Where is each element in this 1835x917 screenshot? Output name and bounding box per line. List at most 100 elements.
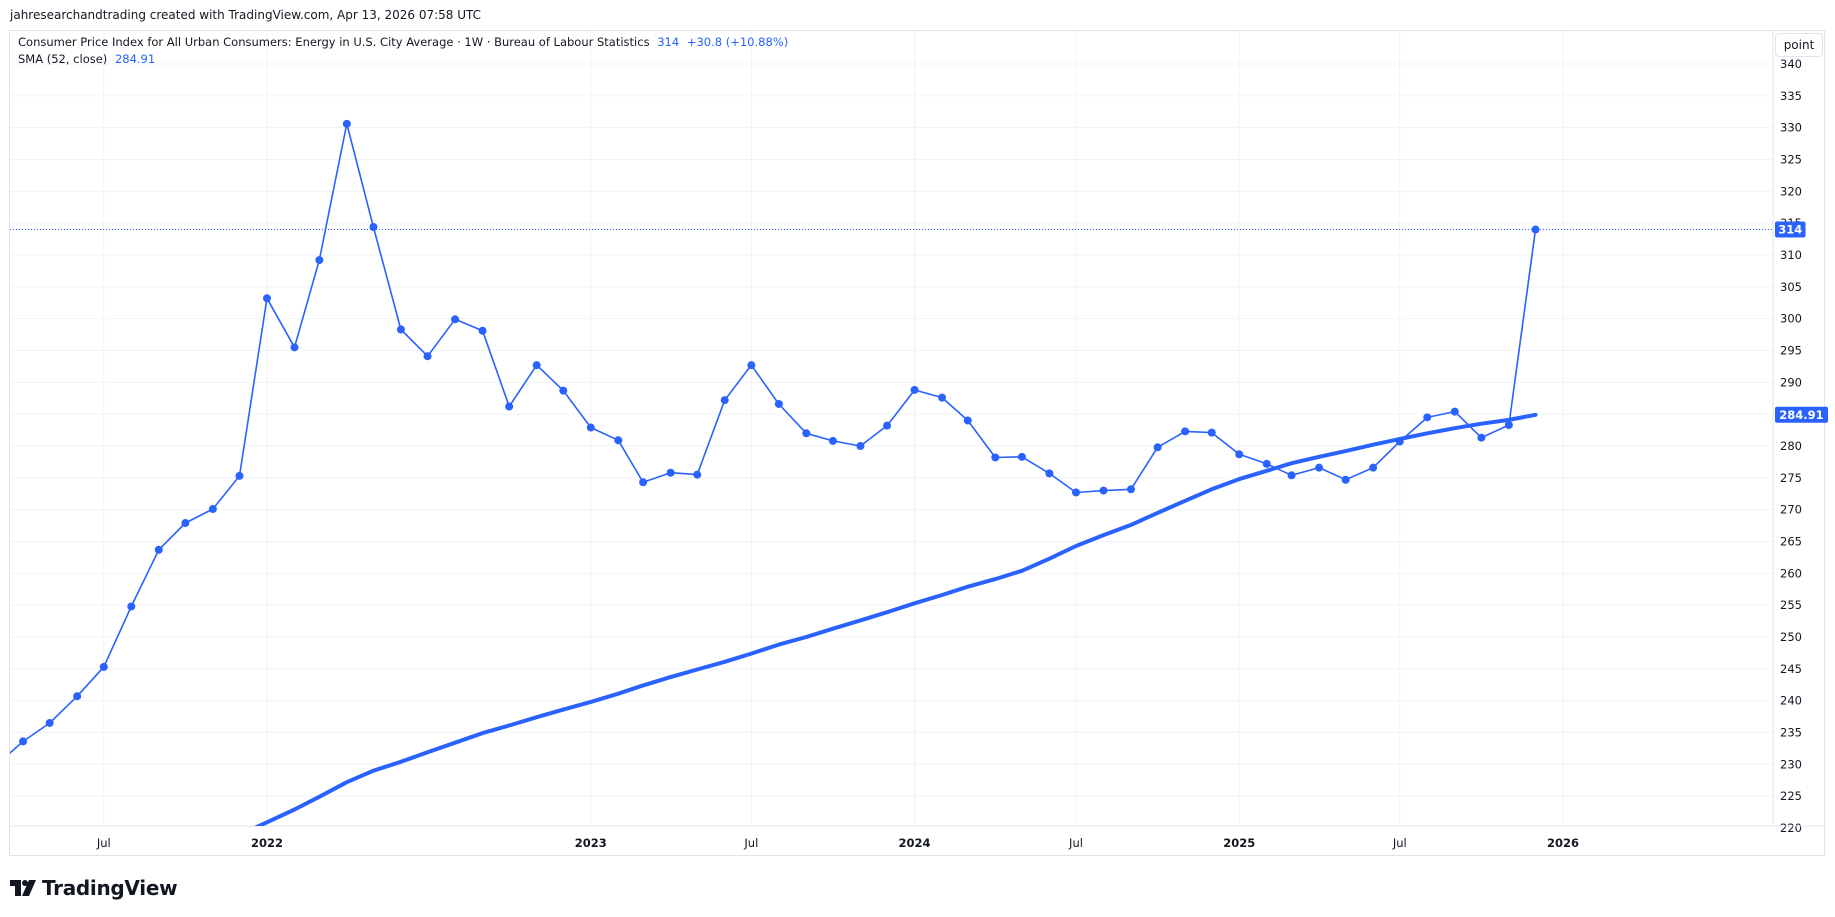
last-price-label-bg: [1775, 221, 1806, 238]
series-last-value: 314: [657, 35, 680, 49]
y-tick-label: 325: [1780, 153, 1802, 167]
data-point: [1369, 463, 1378, 472]
y-tick-label: 300: [1780, 312, 1802, 326]
y-tick-label: 235: [1780, 726, 1802, 740]
data-point: [45, 718, 54, 727]
y-tick-label: 280: [1780, 439, 1802, 453]
data-point: [1450, 407, 1459, 416]
data-point: [1045, 469, 1054, 478]
y-tick-label: 240: [1780, 694, 1802, 708]
data-point: [1099, 486, 1108, 495]
data-point: [828, 436, 837, 445]
data-point: [290, 343, 299, 352]
y-tick-label: 320: [1780, 184, 1802, 198]
data-point: [532, 361, 541, 370]
y-tick-label: 305: [1780, 280, 1802, 294]
x-tick-label: Jul: [96, 836, 111, 850]
data-point: [1395, 437, 1404, 446]
data-point: [342, 119, 351, 128]
data-point: [1504, 420, 1513, 429]
y-tick-label: 330: [1780, 121, 1802, 135]
sma-label: SMA (52, close): [18, 52, 108, 66]
data-point: [963, 416, 972, 425]
tradingview-logo-icon: [10, 880, 36, 896]
x-tick-label: 2024: [899, 836, 931, 850]
series-change: +30.8 (+10.88%): [686, 35, 789, 49]
data-point: [208, 505, 217, 514]
data-point: [639, 478, 648, 487]
sma-price-label-bg: [1775, 406, 1828, 423]
data-point: [73, 692, 82, 701]
data-point: [1315, 463, 1324, 472]
data-point: [1072, 488, 1081, 497]
data-point: [423, 352, 432, 361]
last-price-label: 314: [1775, 221, 1806, 238]
data-point: [774, 399, 783, 408]
data-point: [1262, 459, 1271, 468]
x-tick-label: 2025: [1223, 836, 1255, 850]
y-tick-label: 245: [1780, 662, 1802, 676]
series-title: Consumer Price Index for All Urban Consu…: [18, 35, 650, 49]
x-tick-label: Jul: [743, 836, 758, 850]
data-point: [720, 396, 729, 405]
data-point: [559, 386, 568, 395]
data-point: [991, 453, 1000, 462]
y-tick-label: 310: [1780, 248, 1802, 262]
x-tick-label: 2026: [1547, 836, 1579, 850]
tradingview-logo[interactable]: TradingView: [10, 876, 178, 900]
data-point: [478, 326, 487, 335]
y-tick-label: 250: [1780, 630, 1802, 644]
sma-value: 284.91: [114, 52, 156, 66]
y-tick-label: 290: [1780, 375, 1802, 389]
data-point: [181, 519, 190, 528]
y-tick-label: 275: [1780, 471, 1802, 485]
y-tick-label: 230: [1780, 757, 1802, 771]
chart-pane[interactable]: [9, 30, 1825, 856]
data-point: [451, 315, 460, 324]
data-point: [938, 393, 947, 402]
data-point: [1235, 450, 1244, 459]
x-tick-label: 2023: [575, 836, 607, 850]
data-point: [1287, 471, 1296, 480]
data-point: [910, 385, 919, 394]
data-point: [1127, 485, 1135, 494]
data-point: [127, 602, 136, 611]
series-legend[interactable]: Consumer Price Index for All Urban Consu…: [18, 35, 792, 49]
sma-price-label-text: 284.91: [1779, 408, 1823, 422]
data-point: [154, 545, 163, 554]
data-point: [505, 402, 514, 411]
data-point: [586, 423, 595, 432]
tradingview-brand: TradingView: [42, 876, 178, 900]
sma-line: [254, 412, 1538, 826]
scale-mode-button[interactable]: point: [1775, 33, 1823, 57]
data-point: [1153, 443, 1162, 452]
data-point: [263, 294, 271, 303]
data-point: [1477, 433, 1486, 442]
y-tick-label: 225: [1780, 789, 1802, 803]
data-point: [693, 470, 702, 479]
x-tick-label: Jul: [1068, 836, 1083, 850]
y-tick-label: 340: [1780, 57, 1802, 71]
y-tick-label: 270: [1780, 503, 1802, 517]
data-point: [396, 325, 405, 334]
data-point: [1017, 452, 1026, 461]
sma-price-label: 284.91: [1775, 406, 1828, 423]
data-point: [1531, 225, 1540, 234]
data-point: [1207, 428, 1216, 437]
y-tick-label: 255: [1780, 598, 1802, 612]
data-point: [1181, 427, 1190, 436]
data-point: [19, 737, 28, 746]
data-point: [315, 256, 324, 265]
x-tick-label: Jul: [1392, 836, 1407, 850]
data-point: [856, 442, 865, 450]
y-tick-label: 335: [1780, 89, 1802, 103]
cpi-energy-line: [10, 123, 1537, 754]
last-price-label-text: 314: [1778, 223, 1802, 237]
data-point: [666, 468, 675, 477]
data-point: [883, 421, 892, 430]
x-tick-label: 2022: [251, 836, 283, 850]
data-point: [1423, 413, 1432, 422]
sma-legend[interactable]: SMA (52, close) 284.91: [18, 52, 159, 66]
data-point: [747, 361, 756, 370]
